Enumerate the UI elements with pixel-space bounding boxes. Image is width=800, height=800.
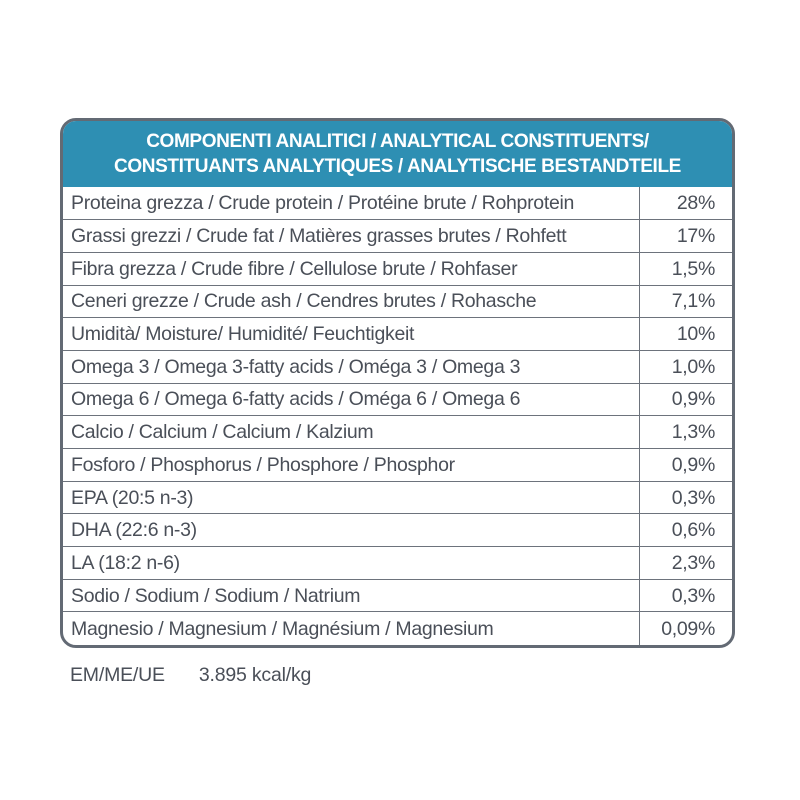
table-row: EPA (20:5 n-3) 0,3%	[63, 480, 732, 514]
energy-footer: EM/ME/UE 3.895 kcal/kg	[70, 664, 311, 687]
constituent-label: DHA (22:6 n-3)	[63, 513, 640, 547]
table-row: Ceneri grezze / Crude ash / Cendres brut…	[63, 284, 732, 318]
header-title-line-1: COMPONENTI ANALITICI / ANALYTICAL CONSTI…	[146, 130, 649, 152]
panel-header: COMPONENTI ANALITICI / ANALYTICAL CONSTI…	[63, 121, 732, 187]
constituent-value: 10%	[639, 317, 732, 351]
constituents-table: Proteina grezza / Crude protein / Protéi…	[63, 187, 732, 645]
constituent-value: 0,6%	[639, 513, 732, 547]
table-row: Magnesio / Magnesium / Magnésium / Magne…	[63, 611, 732, 645]
energy-label: EM/ME/UE	[70, 664, 165, 686]
table-row: LA (18:2 n-6) 2,3%	[63, 546, 732, 580]
constituent-label: EPA (20:5 n-3)	[63, 480, 640, 514]
table-row: Omega 3 / Omega 3-fatty acids / Oméga 3 …	[63, 349, 732, 384]
constituent-label: Fosforo / Phosphorus / Phosphore / Phosp…	[63, 448, 640, 482]
table-row: Fosforo / Phosphorus / Phosphore / Phosp…	[63, 448, 732, 482]
table-row: Omega 6 / Omega 6-fatty acids / Oméga 6 …	[63, 382, 732, 416]
constituent-label: Calcio / Calcium / Calcium / Kalzium	[63, 415, 640, 449]
constituent-label: Ceneri grezze / Crude ash / Cendres brut…	[63, 284, 640, 318]
constituent-value: 2,3%	[639, 546, 732, 580]
constituent-value: 0,3%	[639, 578, 732, 612]
table-row: Sodio / Sodium / Sodium / Natrium 0,3%	[63, 578, 732, 612]
constituent-value: 0,3%	[639, 480, 732, 514]
table-row: Proteina grezza / Crude protein / Protéi…	[63, 187, 732, 220]
constituent-label: Omega 3 / Omega 3-fatty acids / Oméga 3 …	[63, 349, 640, 384]
constituent-value: 7,1%	[639, 284, 732, 318]
table-row: Grassi grezzi / Crude fat / Matières gra…	[63, 219, 732, 253]
header-title-line-2: CONSTITUANTS ANALYTIQUES / ANALYTISCHE B…	[113, 155, 682, 177]
constituent-label: Umidità/ Moisture/ Humidité/ Feuchtigkei…	[63, 317, 640, 351]
energy-value: 3.895 kcal/kg	[198, 664, 312, 686]
constituent-value: 0,9%	[639, 382, 732, 416]
constituent-value: 0,9%	[639, 448, 732, 482]
constituent-value: 17%	[639, 219, 732, 253]
constituent-value: 28%	[676, 192, 715, 215]
table-row: Umidità/ Moisture/ Humidité/ Feuchtigkei…	[63, 317, 732, 351]
constituent-value: 1,5%	[639, 251, 732, 286]
constituent-value: 1,3%	[639, 415, 732, 449]
constituent-label: Proteina grezza / Crude protein / Protéi…	[63, 187, 640, 220]
constituents-table-body: Proteina grezza / Crude protein / Protéi…	[63, 187, 732, 645]
table-row: Fibra grezza / Crude fibre / Cellulose b…	[63, 251, 732, 286]
table-row: Calcio / Calcium / Calcium / Kalzium 1,3…	[63, 415, 732, 449]
analytical-constituents-panel: COMPONENTI ANALITICI / ANALYTICAL CONSTI…	[60, 118, 735, 648]
constituent-value: 1,0%	[639, 349, 732, 384]
constituent-label: LA (18:2 n-6)	[63, 546, 640, 580]
constituent-value: 0,09%	[639, 611, 732, 645]
constituent-label: Magnesio / Magnesium / Magnésium / Magne…	[63, 611, 640, 645]
constituent-label: Omega 6 / Omega 6-fatty acids / Oméga 6 …	[63, 382, 640, 416]
constituent-label: Fibra grezza / Crude fibre / Cellulose b…	[63, 251, 640, 286]
constituent-label: Sodio / Sodium / Sodium / Natrium	[63, 578, 640, 612]
constituent-label: Grassi grezzi / Crude fat / Matières gra…	[63, 219, 640, 253]
table-row: DHA (22:6 n-3) 0,6%	[63, 513, 732, 547]
